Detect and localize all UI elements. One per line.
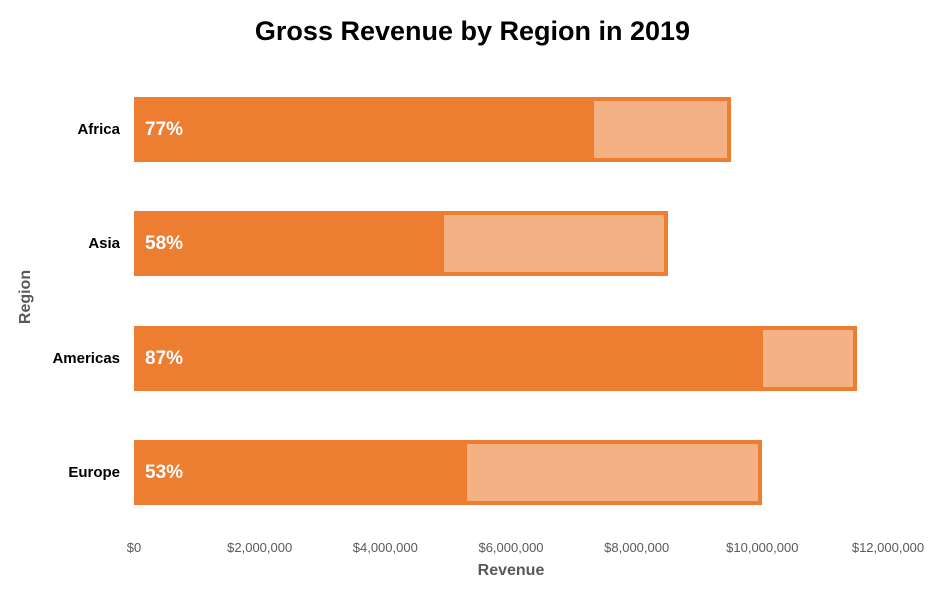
bar-achieved-segment (134, 211, 444, 276)
bar-row: Africa 77% (0, 97, 945, 162)
bar-percent-label: 77% (145, 118, 184, 140)
bar-total: 87% (134, 326, 857, 391)
bar-row: Europe 53% (0, 440, 945, 505)
category-label: Americas (52, 350, 120, 367)
bar-percent-label: 58% (145, 232, 184, 254)
x-tick-label: $2,000,000 (227, 540, 293, 555)
bar-percent-label: 87% (145, 347, 184, 369)
category-label: Africa (77, 121, 120, 138)
x-axis-title: Revenue (477, 562, 545, 579)
bar-total: 77% (134, 97, 731, 162)
x-tick-label: $6,000,000 (478, 540, 544, 555)
bar-total: 58% (134, 211, 669, 276)
x-tick-label: $8,000,000 (604, 540, 670, 555)
chart-title: Gross Revenue by Region in 2019 (254, 16, 691, 46)
x-tick-label: $0 (126, 540, 142, 555)
bar-percent-label: 53% (145, 461, 184, 483)
bar-row: Asia 58% (0, 211, 945, 276)
x-tick-label: $10,000,000 (726, 540, 799, 555)
x-tick-label: $4,000,000 (352, 540, 418, 555)
category-label: Asia (88, 235, 120, 252)
category-label: Europe (68, 464, 120, 481)
bar-total: 53% (134, 440, 763, 505)
bar-achieved-segment (134, 440, 467, 505)
x-tick-label: $12,000,000 (851, 540, 925, 555)
bar-achieved-segment (134, 97, 594, 162)
bar-achieved-segment (134, 326, 763, 391)
bar-row: Americas 87% (0, 326, 945, 391)
